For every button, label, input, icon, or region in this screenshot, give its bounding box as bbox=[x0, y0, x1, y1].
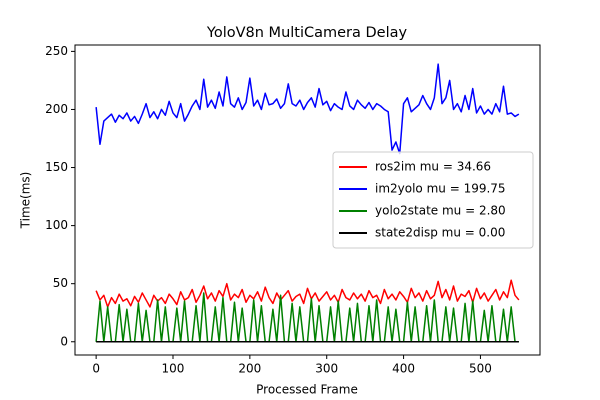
line-series bbox=[95, 279, 520, 308]
y-tick-label: 250 bbox=[45, 44, 68, 58]
y-tick-label: 0 bbox=[60, 334, 68, 348]
y-tick-label: 50 bbox=[53, 276, 68, 290]
y-tick-label: 150 bbox=[45, 160, 68, 174]
y-tick-label: 200 bbox=[45, 102, 68, 116]
legend-label: state2disp mu = 0.00 bbox=[375, 226, 505, 240]
line-series bbox=[95, 63, 520, 155]
plot-frame bbox=[74, 44, 541, 356]
legend-label: yolo2state mu = 2.80 bbox=[375, 204, 506, 218]
y-axis-label: Time(ms) bbox=[19, 172, 33, 230]
x-tick-label: 500 bbox=[469, 362, 492, 376]
x-tick-label: 100 bbox=[162, 362, 185, 376]
legend-label: im2yolo mu = 199.75 bbox=[375, 182, 506, 196]
legend-label: ros2im mu = 34.66 bbox=[375, 160, 491, 174]
x-axis-label: Processed Frame bbox=[256, 383, 358, 397]
x-tick-label: 0 bbox=[92, 362, 100, 376]
legend-box bbox=[332, 151, 534, 249]
x-tick-label: 400 bbox=[392, 362, 415, 376]
y-tick-label: 100 bbox=[45, 218, 68, 232]
x-tick-label: 300 bbox=[315, 362, 338, 376]
chart-title: YoloV8n MultiCamera Delay bbox=[206, 25, 408, 41]
x-tick-label: 200 bbox=[238, 362, 261, 376]
